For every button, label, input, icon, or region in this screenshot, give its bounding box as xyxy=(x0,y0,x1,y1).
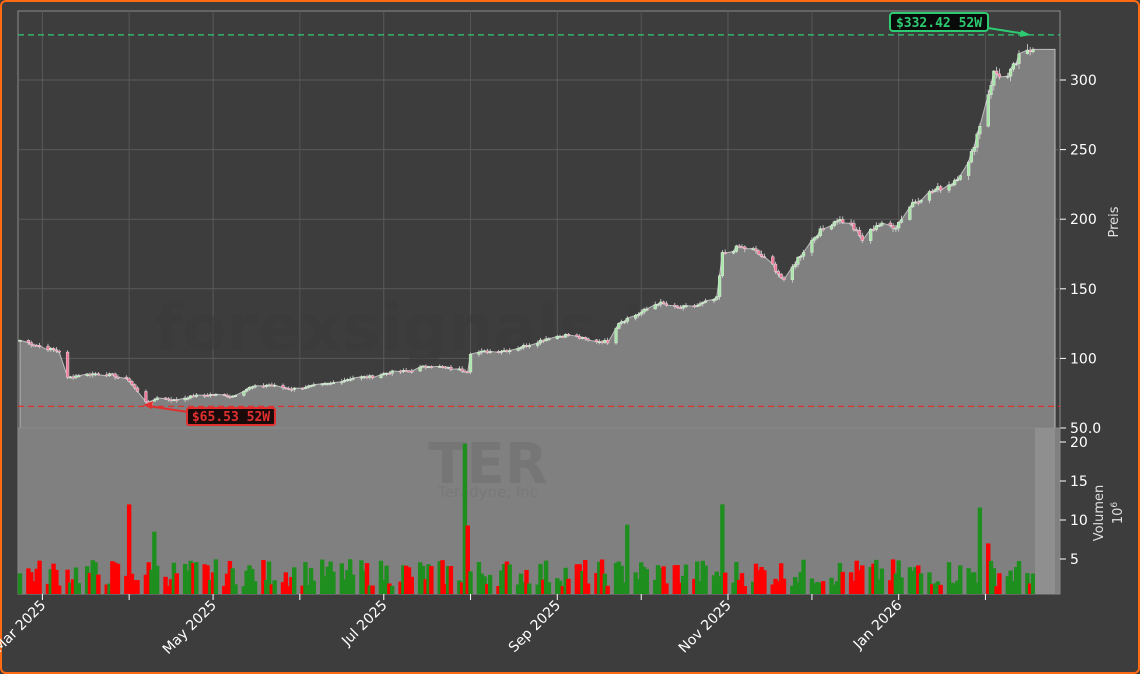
low-arrow xyxy=(147,405,189,413)
price-y-axis: 50.0 100 150 200 250 300 xyxy=(1060,73,1101,437)
price-tick-label: 300 xyxy=(1070,73,1097,89)
52w-high-annotation: $332.42 52W xyxy=(889,12,1031,37)
price-axis-title: Preis xyxy=(1107,206,1122,237)
volume-tick-label: 15 xyxy=(1070,474,1088,490)
volume-axis-title: Volumen xyxy=(1092,485,1107,542)
volume-tick-label: 10 xyxy=(1070,513,1088,529)
price-tick-label: 100 xyxy=(1070,351,1097,367)
watermark-ticker: TER xyxy=(428,432,548,497)
x-tick-label: May 2025 xyxy=(160,598,220,658)
volume-tick-label: 20 xyxy=(1070,435,1088,451)
x-tick-label: Jan 2026 xyxy=(850,597,906,653)
volume-bars xyxy=(17,443,1036,594)
volume-empty-tail xyxy=(1035,428,1055,594)
high-label-box xyxy=(889,12,989,32)
price-tick-label: 150 xyxy=(1070,282,1097,298)
watermark-company: Teradyne, Inc xyxy=(437,483,538,501)
low-label: $65.53 52W xyxy=(192,410,270,425)
low-arrow-head-icon xyxy=(143,401,153,409)
x-tick-label: Jul 2025 xyxy=(338,598,390,650)
52w-low-annotation: $65.53 52W xyxy=(143,401,276,426)
volume-y-axis: 5 10 15 20 xyxy=(1060,435,1088,568)
x-axis: Mar 2025 May 2025 Jul 2025 Sep 2025 Nov 2025… xyxy=(0,594,986,658)
high-arrow-head-icon xyxy=(1020,30,1031,37)
high-arrow xyxy=(987,27,1027,35)
x-tick-label: Mar 2025 xyxy=(0,598,49,656)
price-tick-label: 250 xyxy=(1070,143,1097,159)
x-tick-label: Sep 2025 xyxy=(506,598,564,656)
x-tick-label: Nov 2025 xyxy=(676,598,735,657)
high-label: $332.42 52W xyxy=(896,16,982,31)
volume-scale-label: 106 xyxy=(1110,502,1126,525)
price-tick-label: 50.0 xyxy=(1070,421,1101,437)
price-tick-label: 200 xyxy=(1070,212,1097,228)
low-label-box xyxy=(186,407,276,426)
volume-tick-label: 5 xyxy=(1070,552,1079,568)
